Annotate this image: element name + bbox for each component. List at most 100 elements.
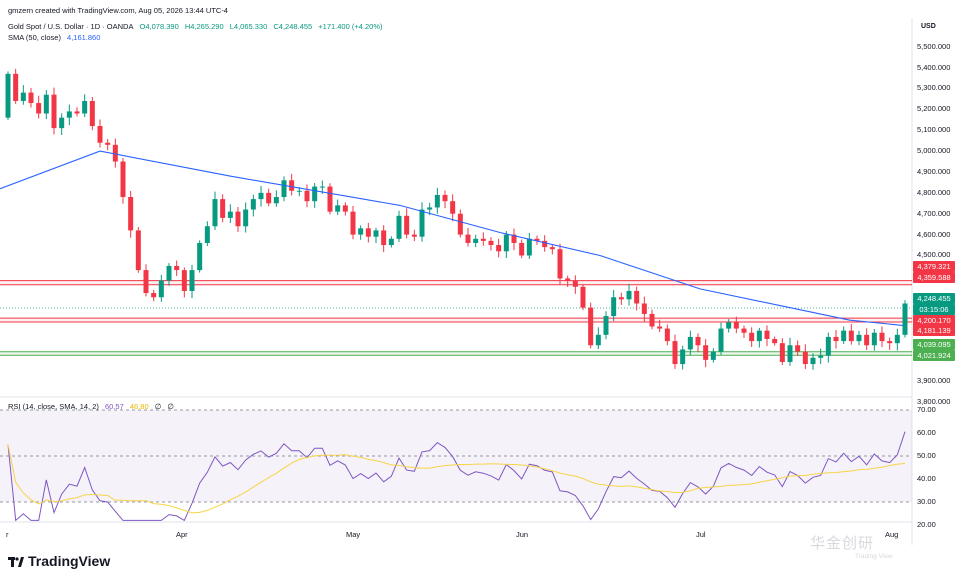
candle-body (388, 238, 394, 246)
candle-body (511, 234, 517, 243)
candle-body (82, 100, 88, 114)
sma-label: SMA (50, close) (8, 33, 61, 42)
sma-legend[interactable]: SMA (50, close) 4,161.860 (8, 33, 104, 42)
candle-body (289, 180, 295, 191)
tradingview-logo[interactable]: TradingView (8, 553, 110, 569)
time-axis-label: Jul (696, 530, 706, 539)
candle-body (335, 205, 341, 212)
candle-body (20, 92, 26, 101)
candle-body (519, 242, 525, 256)
candle-body (105, 142, 111, 145)
ohlc-header: Gold Spot / U.S. Dollar · 1D · OANDA O4,… (8, 22, 386, 31)
price-level-tag[interactable]: 4,021.924 (913, 350, 955, 361)
rsi-value: 60.57 (104, 402, 124, 411)
price-level-tag[interactable]: 4,379.321 (913, 261, 955, 272)
candle-body (51, 94, 57, 129)
rsi-legend[interactable]: RSI (14, close, SMA, 14, 2) 60.57 46.80 … (8, 402, 178, 411)
candle-body (680, 349, 686, 365)
price-level-tag[interactable]: 4,359.588 (913, 272, 955, 283)
candle-body (741, 328, 747, 333)
price-level-tag[interactable]: 4,039.095 (913, 339, 955, 350)
candle-body (810, 357, 816, 365)
price-axis-tick: 5,300.000 (917, 83, 951, 93)
candle-body (427, 207, 433, 210)
rsi-line (7, 431, 906, 522)
time-axis-label: Jun (516, 530, 529, 539)
candle-body (795, 345, 801, 352)
candle-body (749, 332, 755, 342)
price-axis-tick: 4,500.000 (917, 250, 951, 260)
candle-body (342, 205, 348, 212)
candle-body (664, 328, 670, 342)
candle-body (258, 192, 264, 200)
candle-body (534, 238, 540, 241)
candle-body (143, 270, 149, 294)
candle-body (503, 234, 509, 252)
candle-body (273, 197, 279, 204)
candle-body (787, 345, 793, 362)
low-value: L4,065.330 (229, 22, 268, 31)
candle-body (304, 190, 310, 202)
price-level-tag[interactable]: 4,248.455 (913, 293, 955, 304)
rsi-label: RSI (14, close, SMA, 14, 2) (8, 402, 99, 411)
time-axis-label: r (6, 530, 9, 539)
price-axis-tick: 3,800.000 (917, 396, 951, 406)
candle-body (197, 242, 203, 271)
candle-body (89, 100, 95, 127)
candle-body (128, 197, 134, 231)
price-axis-tick: 5,200.000 (917, 104, 951, 114)
price-axis-tick: 4,800.000 (917, 187, 951, 197)
candle-body (856, 334, 862, 342)
price-axis-tick: 4,600.000 (917, 229, 951, 239)
price-level-tag[interactable]: 4,181.139 (913, 325, 955, 336)
rsi-extra-2: ∅ (167, 402, 174, 411)
price-axis-tick: 4,900.000 (917, 166, 951, 176)
candle-body (703, 345, 709, 360)
candle-body (565, 278, 571, 281)
price-axis-tick: 4,700.000 (917, 208, 951, 218)
candle-body (266, 192, 272, 204)
watermark-sub: Trading View (855, 553, 893, 560)
candle-body (120, 161, 126, 198)
candle-body (496, 245, 502, 252)
candle-body (457, 213, 463, 235)
candle-body (611, 297, 617, 317)
price-level-tag[interactable]: 03:15:06 (913, 304, 955, 315)
candle-body (227, 211, 233, 218)
candle-body (710, 351, 716, 360)
candle-body (871, 332, 877, 346)
candle-body (618, 297, 624, 300)
candle-body (442, 194, 448, 202)
close-value: C4,248.455 (273, 22, 313, 31)
candle-body (74, 111, 80, 114)
candle-body (250, 199, 256, 210)
price-level-tag[interactable]: 4,200.170 (913, 315, 955, 326)
rsi-sma-line (7, 444, 906, 514)
candle-body (235, 211, 241, 227)
candle-body (166, 265, 172, 281)
candle-body (603, 316, 609, 335)
price-axis-tick: 5,500.000 (917, 41, 951, 51)
brand-name: TradingView (28, 553, 111, 569)
candle-body (894, 334, 900, 344)
rsi-axis-tick: 60.00 (917, 428, 936, 437)
candle-body (312, 186, 318, 202)
candle-body (657, 326, 663, 329)
candle-body (733, 322, 739, 329)
resistance-zone-upper (0, 280, 912, 285)
candle-body (825, 336, 831, 356)
symbol-label[interactable]: Gold Spot / U.S. Dollar · 1D · OANDA (8, 22, 134, 31)
time-axis-label: Aug (885, 530, 899, 539)
candle-body (212, 199, 218, 227)
rsi-axis-tick: 20.00 (917, 520, 936, 529)
candle-body (381, 230, 387, 246)
candle-body (59, 117, 65, 129)
candle-body (779, 343, 785, 362)
candle-body (5, 73, 11, 118)
candle-body (365, 228, 371, 237)
candle-body (818, 355, 824, 358)
candle-body (13, 73, 19, 101)
currency-label[interactable]: USD (921, 23, 936, 30)
candle-body (526, 238, 532, 256)
